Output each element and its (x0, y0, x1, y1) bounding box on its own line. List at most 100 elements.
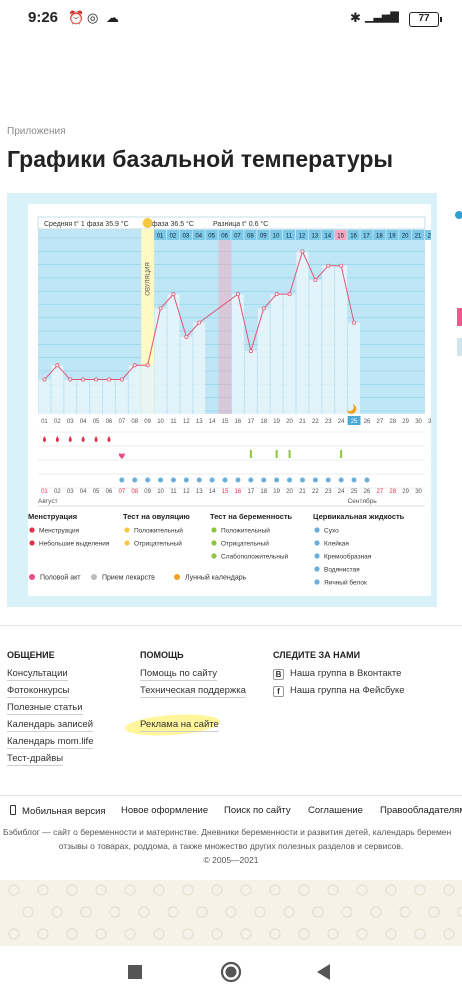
vk-group-link[interactable]: В Наша группа в Вконтакте (273, 668, 401, 680)
temp-bar (115, 379, 128, 414)
footer-link-advertising[interactable]: Реклама на сайте (140, 719, 219, 732)
footer-link-calendar[interactable]: Календарь записей (7, 719, 94, 732)
top-day-label: 15 (337, 234, 344, 240)
pattern-shape (22, 906, 34, 918)
pattern-shape (153, 884, 165, 896)
x-tick-label: 21 (299, 419, 306, 425)
x-tick-label: 26 (364, 419, 371, 425)
bottom-day-label: 19 (273, 489, 280, 495)
cervical-mark (119, 477, 125, 483)
pattern-shape (269, 884, 281, 896)
footer-link-tech-support[interactable]: Техническая поддержка (140, 685, 246, 698)
legend-bottom-swatch (174, 574, 180, 580)
footer-link-momlife[interactable]: Календарь mom.life (7, 736, 94, 749)
heart-icon (118, 453, 125, 459)
month-left-label: Август (38, 498, 58, 505)
cervical-mark (312, 477, 318, 483)
x-tick-label: 05 (93, 419, 100, 425)
x-tick-label: 25 (351, 419, 358, 425)
month-right-label: Сентябрь (348, 497, 378, 505)
page-title: Графики базальной температуры (7, 146, 394, 172)
recent-apps-button[interactable] (128, 965, 142, 979)
pattern-shape (356, 928, 368, 940)
temp-bar (322, 265, 335, 414)
facebook-group-link[interactable]: f Наша группа на Фейсбуке (273, 685, 405, 697)
temp-bar (283, 294, 296, 414)
pattern-shape (327, 884, 339, 896)
x-tick-label: 29 (402, 419, 409, 425)
top-day-label: 03 (183, 234, 190, 240)
data-point (158, 306, 163, 311)
top-day-label: 06 (221, 234, 228, 240)
top-day-cell (296, 230, 308, 240)
mobile-version-link[interactable]: Мобильная версия (10, 805, 106, 817)
pattern-shape (428, 906, 440, 918)
site-search-link[interactable]: Поиск по сайту (224, 805, 291, 816)
top-day-cell (308, 230, 321, 240)
vk-icon: В (273, 669, 284, 680)
moon-icon (346, 404, 357, 414)
temp-bar (296, 251, 309, 414)
pattern-shape (269, 928, 281, 940)
bottom-day-label: 27 (377, 489, 384, 495)
footer-link-photo-contests[interactable]: Фотоконкурсы (7, 685, 70, 698)
footer-link-site-help[interactable]: Помощь по сайту (140, 668, 217, 681)
legend-item: Отрицательный (221, 540, 269, 548)
pattern-shape (211, 884, 223, 896)
legend-item: Положительный (134, 527, 183, 535)
decorative-pattern (0, 880, 462, 946)
x-tick-label: 16 (235, 419, 242, 425)
copyright-holders-link[interactable]: Правообладателям (380, 805, 462, 816)
x-tick-label: 22 (312, 419, 319, 425)
x-tick-label: 07 (119, 419, 126, 425)
top-day-cell (218, 230, 231, 240)
footer-link-articles[interactable]: Полезные статьи (7, 702, 83, 715)
top-day-label: 18 (376, 234, 383, 240)
legend-item: Небольшие выделения (39, 540, 110, 548)
today-highlight (347, 416, 361, 425)
pattern-shape (240, 928, 252, 940)
pattern-shape (283, 906, 295, 918)
footer-link-consultations[interactable]: Консультации (7, 668, 68, 681)
agreement-link[interactable]: Соглашение (308, 805, 363, 816)
top-day-label: 02 (170, 234, 177, 240)
x-tick-label: 06 (106, 419, 113, 425)
x-tick-label: 11 (170, 419, 177, 425)
breadcrumb[interactable]: Приложения (7, 126, 66, 137)
status-time: 9:26 (28, 9, 59, 26)
legend-item: Яичный белок (324, 579, 367, 587)
cervical-mark (274, 477, 280, 483)
copyright-text: © 2005—2021 (203, 855, 259, 865)
bottom-day-label: 02 (54, 489, 61, 495)
top-day-cell (347, 230, 360, 240)
top-day-cell (373, 230, 386, 240)
home-button[interactable] (220, 961, 242, 983)
footer-description-1: Бэбиблог — сайт о беременности и материн… (3, 827, 452, 837)
temp-bar (128, 365, 141, 414)
data-point (197, 320, 202, 325)
bottom-day-label: 15 (222, 489, 229, 495)
cervical-mark (145, 477, 151, 483)
top-day-label: 04 (195, 234, 202, 240)
pattern-shape (327, 928, 339, 940)
temp-bar (270, 294, 283, 414)
pattern-shape (109, 906, 121, 918)
back-button[interactable] (317, 964, 330, 980)
data-point (106, 377, 111, 382)
bottom-day-label: 03 (67, 489, 74, 495)
cervical-mark (183, 477, 189, 483)
data-point (171, 292, 176, 297)
legend-swatch (211, 540, 217, 546)
top-day-cell (321, 230, 334, 240)
pattern-shape (385, 928, 397, 940)
x-tick-label: 08 (131, 419, 138, 425)
bottom-day-label: 25 (351, 489, 358, 495)
footer-link-test-drives[interactable]: Тест-драйвы (7, 753, 64, 766)
top-day-cell (360, 230, 373, 240)
top-day-cell (192, 230, 205, 240)
x-tick-label: 04 (80, 419, 87, 425)
top-day-label: 17 (363, 234, 370, 240)
new-design-link[interactable]: Новое оформление (121, 805, 209, 816)
x-tick-label: 12 (183, 419, 190, 425)
bottom-day-label: 16 (235, 489, 242, 495)
